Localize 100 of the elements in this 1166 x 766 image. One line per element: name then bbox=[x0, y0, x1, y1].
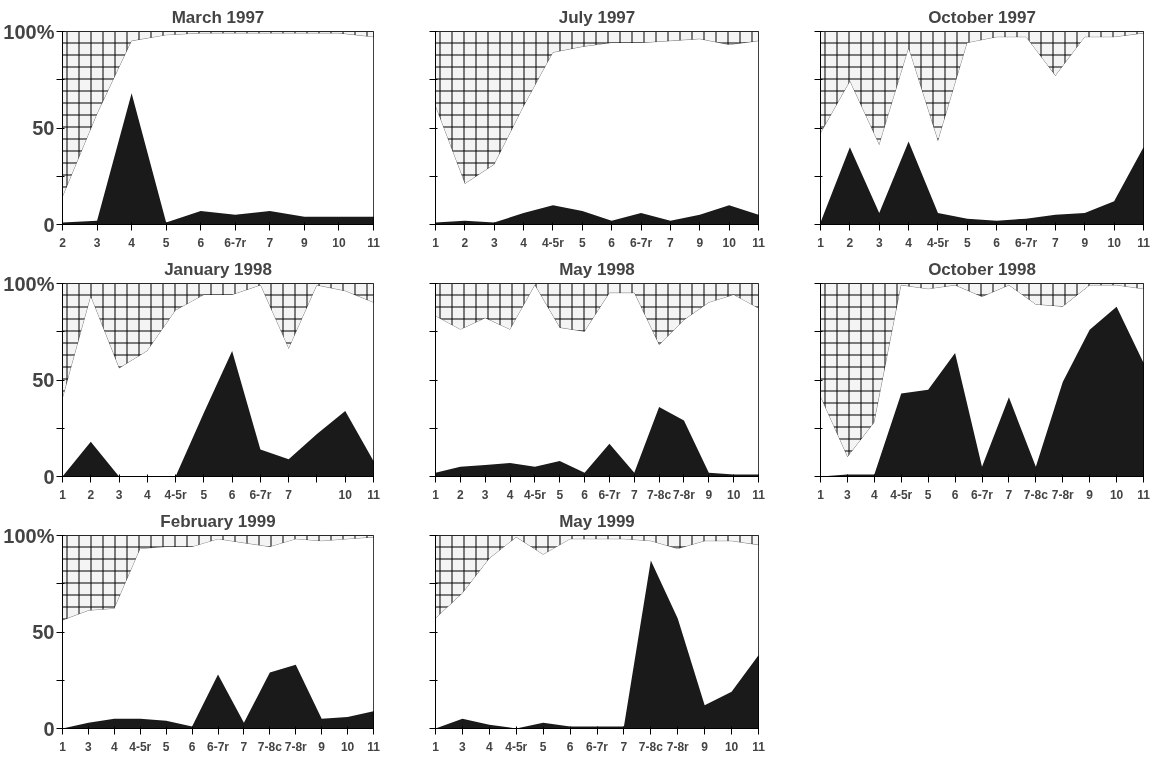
x-tick-label: 2 bbox=[461, 235, 469, 250]
x-tick-label: 1 bbox=[817, 487, 825, 502]
x-tick-label: 7-8r bbox=[672, 487, 696, 502]
y-tick-label: 0 bbox=[43, 717, 55, 740]
x-tick-label: 2 bbox=[87, 487, 95, 502]
x-tick-label: 3 bbox=[875, 235, 883, 250]
x-tick-label: 2 bbox=[457, 487, 465, 502]
x-tick-label: 7-8r bbox=[1051, 487, 1075, 502]
x-tick-label: 1 bbox=[59, 739, 67, 754]
y-tick-label: 50 bbox=[32, 117, 55, 139]
x-tick-label: 7-8c bbox=[647, 487, 672, 502]
x-tick-label: 11 bbox=[752, 235, 766, 250]
x-tick-label: 7 bbox=[1005, 487, 1013, 502]
x-tick-label: 9 bbox=[1081, 235, 1089, 250]
x-tick-label: 5 bbox=[162, 235, 170, 250]
x-tick-label: 3 bbox=[93, 235, 101, 250]
x-tick-label: 3 bbox=[459, 739, 467, 754]
x-tick-label: 10 bbox=[340, 739, 355, 754]
x-tick-label: 6-7r bbox=[206, 739, 230, 754]
x-tick-label: 5 bbox=[963, 235, 971, 250]
x-tick-label: 5 bbox=[162, 739, 170, 754]
y-tick-label: 100% bbox=[3, 20, 55, 43]
x-tick-label: 1 bbox=[817, 235, 825, 250]
x-tick-label: 1 bbox=[59, 487, 67, 502]
x-tick-label: 6 bbox=[608, 235, 616, 250]
x-tick-label: 7-8r bbox=[284, 739, 308, 754]
x-tick-label: 9 bbox=[705, 487, 713, 502]
x-tick-label: 11 bbox=[752, 487, 766, 502]
x-tick-label: 11 bbox=[367, 739, 381, 754]
x-tick-label: 6-7r bbox=[585, 739, 609, 754]
x-tick-label: 7-8c bbox=[1023, 487, 1049, 502]
chart-title: January 1998 bbox=[164, 259, 272, 279]
x-tick-label: 3 bbox=[490, 235, 498, 250]
x-tick-label: 4 bbox=[111, 739, 118, 754]
y-tick-label: 50 bbox=[32, 621, 55, 643]
x-tick-label: 10 bbox=[722, 235, 737, 250]
y-tick-label: 0 bbox=[43, 465, 55, 488]
x-tick-label: 9 bbox=[701, 739, 709, 754]
x-tick-label: 4 bbox=[486, 739, 493, 754]
x-tick-label: 4-5r bbox=[505, 739, 528, 754]
x-tick-label: 5 bbox=[539, 739, 547, 754]
x-tick-label: 11 bbox=[367, 487, 381, 502]
x-tick-label: 1 bbox=[432, 235, 440, 250]
x-tick-label: 6-7r bbox=[630, 235, 653, 250]
x-tick-label: 2 bbox=[846, 235, 854, 250]
x-tick-label: 7-8r bbox=[666, 739, 690, 754]
y-tick-label: 100% bbox=[3, 272, 55, 295]
x-tick-label: 4 bbox=[128, 235, 136, 250]
y-tick-label: 100% bbox=[3, 524, 55, 547]
x-tick-label: 5 bbox=[924, 487, 932, 502]
x-tick-label: 3 bbox=[115, 487, 123, 502]
chart-title: February 1999 bbox=[160, 511, 276, 531]
x-tick-label: 6 bbox=[228, 487, 236, 502]
y-tick-label: 0 bbox=[43, 213, 55, 236]
x-tick-label: 7 bbox=[1052, 235, 1060, 250]
x-tick-label: 7 bbox=[285, 487, 293, 502]
x-tick-label: 5 bbox=[578, 235, 586, 250]
x-tick-label: 11 bbox=[367, 235, 381, 250]
x-tick-label: 10 bbox=[332, 235, 346, 250]
x-tick-label: 6-7r bbox=[1015, 235, 1038, 250]
x-tick-label: 10 bbox=[338, 487, 353, 502]
x-tick-label: 3 bbox=[844, 487, 852, 502]
x-tick-label: 4 bbox=[506, 487, 514, 502]
x-tick-label: 3 bbox=[85, 739, 93, 754]
x-tick-label: 7 bbox=[667, 235, 675, 250]
x-tick-label: 5 bbox=[200, 487, 208, 502]
x-tick-label: 9 bbox=[318, 739, 326, 754]
x-tick-label: 6-7r bbox=[598, 487, 621, 502]
x-tick-label: 4 bbox=[143, 487, 151, 502]
chart-title: October 1998 bbox=[928, 259, 1036, 279]
x-tick-label: 4 bbox=[871, 487, 878, 502]
x-tick-label: 3 bbox=[481, 487, 489, 502]
x-tick-label: 10 bbox=[726, 487, 741, 502]
x-tick-label: 6-7r bbox=[224, 235, 247, 250]
chart-title: May 1998 bbox=[559, 259, 635, 279]
x-tick-label: 4 bbox=[905, 235, 913, 250]
x-tick-label: 9 bbox=[301, 235, 309, 250]
chart-title: May 1999 bbox=[559, 511, 635, 531]
x-tick-label: 10 bbox=[1107, 235, 1122, 250]
x-tick-label: 4-5r bbox=[523, 487, 547, 502]
x-tick-label: 7 bbox=[240, 739, 248, 754]
x-tick-label: 2 bbox=[59, 235, 67, 250]
x-tick-label: 1 bbox=[432, 487, 440, 502]
x-tick-label: 7 bbox=[630, 487, 638, 502]
x-tick-label: 10 bbox=[1109, 487, 1124, 502]
x-tick-label: 1 bbox=[432, 739, 440, 754]
x-tick-label: 4-5r bbox=[890, 487, 913, 502]
x-tick-label: 11 bbox=[752, 739, 766, 754]
x-tick-label: 6 bbox=[188, 739, 196, 754]
x-tick-label: 4-5r bbox=[129, 739, 152, 754]
x-tick-label: 4-5r bbox=[164, 487, 187, 502]
x-tick-label: 9 bbox=[696, 235, 704, 250]
chart-title: March 1997 bbox=[171, 7, 265, 27]
x-tick-label: 4-5r bbox=[541, 235, 565, 250]
x-tick-label: 10 bbox=[724, 739, 739, 754]
x-tick-label: 6 bbox=[566, 739, 574, 754]
chart-title: October 1997 bbox=[928, 7, 1036, 27]
x-tick-label: 6 bbox=[951, 487, 959, 502]
x-tick-label: 5 bbox=[556, 487, 564, 502]
x-tick-label: 4-5r bbox=[926, 235, 950, 250]
